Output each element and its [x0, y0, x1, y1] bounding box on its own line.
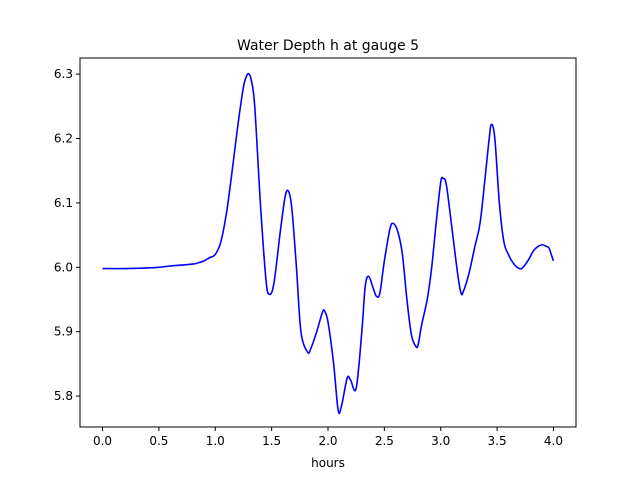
axes-frame [79, 57, 577, 428]
x-tick-label: 4.0 [544, 434, 563, 448]
x-axis-label: hours [311, 456, 345, 470]
y-tick-label: 6.0 [54, 260, 73, 274]
y-tick-label: 6.1 [54, 196, 73, 210]
x-tick-label: 1.0 [206, 434, 225, 448]
series-line [102, 72, 555, 415]
y-tick-label: 6.2 [54, 131, 73, 145]
y-tick-label: 5.9 [54, 325, 73, 339]
x-tick-label: 0.5 [149, 434, 168, 448]
y-tick-label: 5.8 [54, 389, 73, 403]
plot-area [102, 72, 555, 415]
x-tick-label: 0.0 [93, 434, 112, 448]
x-tick-label: 2.0 [318, 434, 337, 448]
x-tick-label: 3.5 [488, 434, 507, 448]
chart-title: Water Depth h at gauge 5 [237, 38, 419, 54]
x-tick-label: 3.0 [431, 434, 450, 448]
x-tick-label: 2.5 [375, 434, 394, 448]
x-tick-label: 1.5 [262, 434, 281, 448]
y-tick-label: 6.3 [54, 67, 73, 81]
axis-ticks: 0.0 0.5 1.0 1.5 2.0 2.5 3.0 3.5 4.0 5.8 5.9 6.0 6.1 6… [54, 67, 563, 448]
